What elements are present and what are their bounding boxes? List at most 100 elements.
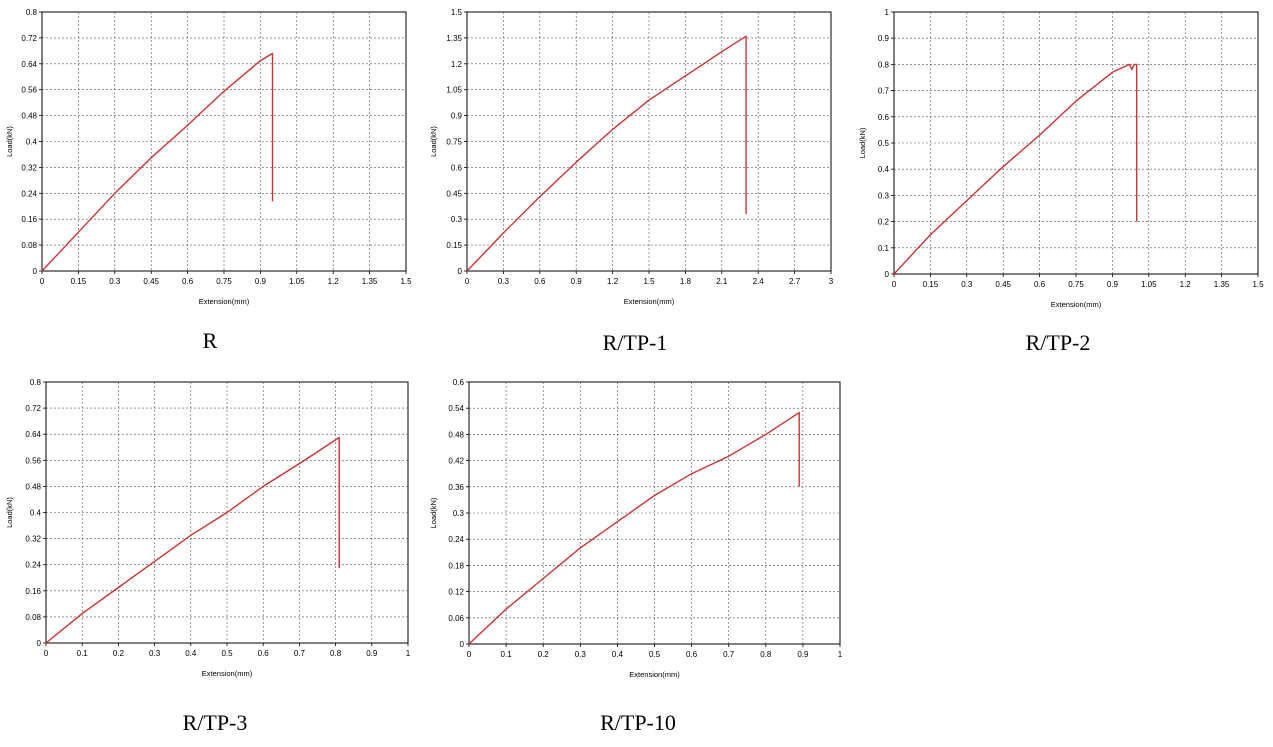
- y-tick-label: 0.6: [451, 163, 463, 172]
- x-tick-label: 0.8: [760, 650, 772, 659]
- x-tick-label: 0.6: [182, 277, 194, 286]
- chart-svg-r-tp-3: 0 0.1 0.2 0.3 0.4 0.5 0.6 0.7 0.8 0.9 1 0 0.08 0.16 0.…: [5, 378, 411, 678]
- chart-svg-r-tp-10: 0 0.1 0.2 0.3 0.4 0.5 0.6 0.7 0.8 0.9 1 0 0.06 0.12 0.…: [429, 378, 843, 679]
- x-tick-label: 0.5: [649, 650, 661, 659]
- y-tick-label: 1.2: [451, 60, 463, 69]
- x-tick-label: 0.7: [294, 649, 306, 658]
- y-tick-label: 0: [458, 267, 463, 276]
- y-tick-label: 0: [460, 640, 465, 649]
- y-tick-label: 0.12: [448, 588, 464, 597]
- x-tick-label: 0: [892, 280, 897, 289]
- load-extension-curve: [466, 35, 747, 272]
- x-axis-label: Extension(mm): [199, 297, 250, 306]
- x-tick-label: 0: [40, 277, 45, 286]
- x-tick-label: 0.45: [143, 277, 159, 286]
- x-tick-label: 0: [44, 649, 49, 658]
- y-tick-label: 0.3: [878, 191, 890, 200]
- x-tick-label: 0.9: [1107, 280, 1119, 289]
- x-tick-label: 0.9: [571, 277, 583, 286]
- y-axis-label: Load(kN): [5, 497, 14, 528]
- x-tick-label: 0.8: [330, 649, 342, 658]
- y-tick-label: 1.5: [451, 8, 463, 17]
- y-tick-label: 0.1: [878, 244, 890, 253]
- x-tick-label: 1.05: [1141, 280, 1157, 289]
- y-tick-label: 0.48: [21, 112, 37, 121]
- x-tick-label: 1.5: [1252, 280, 1264, 289]
- y-tick-label: 0.4: [30, 509, 42, 518]
- x-tick-label: 1.35: [362, 277, 378, 286]
- y-tick-label: 0.24: [448, 535, 464, 544]
- y-axis-label: Load(kN): [429, 126, 438, 157]
- y-tick-label: 0.16: [21, 215, 37, 224]
- y-tick-label: 0.75: [446, 138, 462, 147]
- y-tick-label: 0.42: [448, 457, 464, 466]
- chart-panel-r: 0 0.15 0.3 0.45 0.6 0.75 0.9 1.05 1.2 1.35 1.5 0 0.0…: [0, 0, 420, 330]
- y-tick-label: 0.06: [448, 614, 464, 623]
- x-tick-label: 0.3: [498, 277, 510, 286]
- y-tick-label: 0.24: [21, 189, 37, 198]
- y-tick-label: 0.56: [21, 86, 37, 95]
- x-tick-label: 0.1: [77, 649, 89, 658]
- x-tick-label: 1.2: [607, 277, 619, 286]
- y-tick-label: 0.54: [448, 404, 464, 413]
- x-tick-label: 0.7: [723, 650, 735, 659]
- y-tick-label: 0.08: [25, 613, 41, 622]
- y-tick-label: 0.32: [25, 535, 41, 544]
- x-tick-label: 0.4: [185, 649, 197, 658]
- x-tick-label: 0: [467, 650, 472, 659]
- y-axis-label: Load(kN): [429, 497, 438, 528]
- x-tick-label: 0.4: [612, 650, 624, 659]
- y-tick-label: 0.15: [446, 241, 462, 250]
- x-tick-label: 1: [406, 649, 411, 658]
- y-axis-label: Load(kN): [5, 126, 14, 157]
- load-extension-curve: [41, 52, 274, 272]
- y-tick-label: 0.72: [25, 404, 41, 413]
- x-tick-label: 0.45: [995, 280, 1011, 289]
- x-tick-label: 0.75: [216, 277, 232, 286]
- y-tick-label: 0.32: [21, 163, 37, 172]
- y-tick-label: 0.3: [451, 215, 463, 224]
- x-tick-label: 0: [465, 277, 470, 286]
- y-tick-label: 1.05: [446, 86, 462, 95]
- y-tick-label: 0.48: [448, 430, 464, 439]
- x-tick-label: 0.1: [501, 650, 513, 659]
- x-tick-label: 3: [829, 277, 834, 286]
- x-tick-label: 0.3: [109, 277, 121, 286]
- x-tick-label: 0.3: [961, 280, 973, 289]
- x-tick-label: 2.7: [789, 277, 801, 286]
- y-tick-label: 0.64: [25, 430, 41, 439]
- x-tick-label: 0.3: [575, 650, 587, 659]
- y-tick-label: 0.4: [878, 165, 890, 174]
- x-tick-label: 1.05: [289, 277, 305, 286]
- y-tick-label: 1.35: [446, 34, 462, 43]
- x-tick-label: 2.4: [753, 277, 765, 286]
- x-tick-label: 1.8: [680, 277, 692, 286]
- chart-caption-r: R: [202, 328, 218, 353]
- chart-svg-r: 0 0.15 0.3 0.45 0.6 0.75 0.9 1.05 1.2 1.35 1.5 0 0.0…: [5, 8, 412, 306]
- y-tick-label: 0.9: [451, 112, 463, 121]
- y-tick-label: 0.3: [453, 509, 465, 518]
- y-tick-label: 0.6: [878, 113, 890, 122]
- y-tick-label: 0: [33, 267, 38, 276]
- chart-caption-r-tp-3: R/TP-3: [182, 710, 248, 735]
- chart-panel-r-tp-10: 0 0.1 0.2 0.3 0.4 0.5 0.6 0.7 0.8 0.9 1 0 0.06 0.12 0.…: [424, 370, 844, 700]
- x-tick-label: 0.6: [534, 277, 546, 286]
- y-tick-label: 0.48: [25, 482, 41, 491]
- y-tick-label: 0.08: [21, 241, 37, 250]
- y-tick-label: 0.45: [446, 189, 462, 198]
- y-axis-label: Load(kN): [858, 127, 867, 158]
- chart-caption-r-tp-1: R/TP-1: [602, 330, 668, 355]
- load-extension-curve: [45, 436, 340, 644]
- x-tick-label: 1.2: [1180, 280, 1192, 289]
- x-tick-label: 0.9: [797, 650, 809, 659]
- y-tick-label: 0.2: [878, 218, 890, 227]
- x-tick-label: 0.15: [71, 277, 87, 286]
- x-tick-label: 1.2: [328, 277, 340, 286]
- x-axis-label: Extension(mm): [202, 669, 253, 678]
- y-tick-label: 0.6: [453, 378, 465, 387]
- chart-caption-r-tp-10: R/TP-10: [600, 710, 676, 735]
- x-tick-label: 0.2: [538, 650, 550, 659]
- chart-panel-r-tp-3: 0 0.1 0.2 0.3 0.4 0.5 0.6 0.7 0.8 0.9 1 0 0.08 0.16 0.…: [0, 370, 420, 700]
- y-tick-label: 0.24: [25, 561, 41, 570]
- x-tick-label: 0.9: [366, 649, 378, 658]
